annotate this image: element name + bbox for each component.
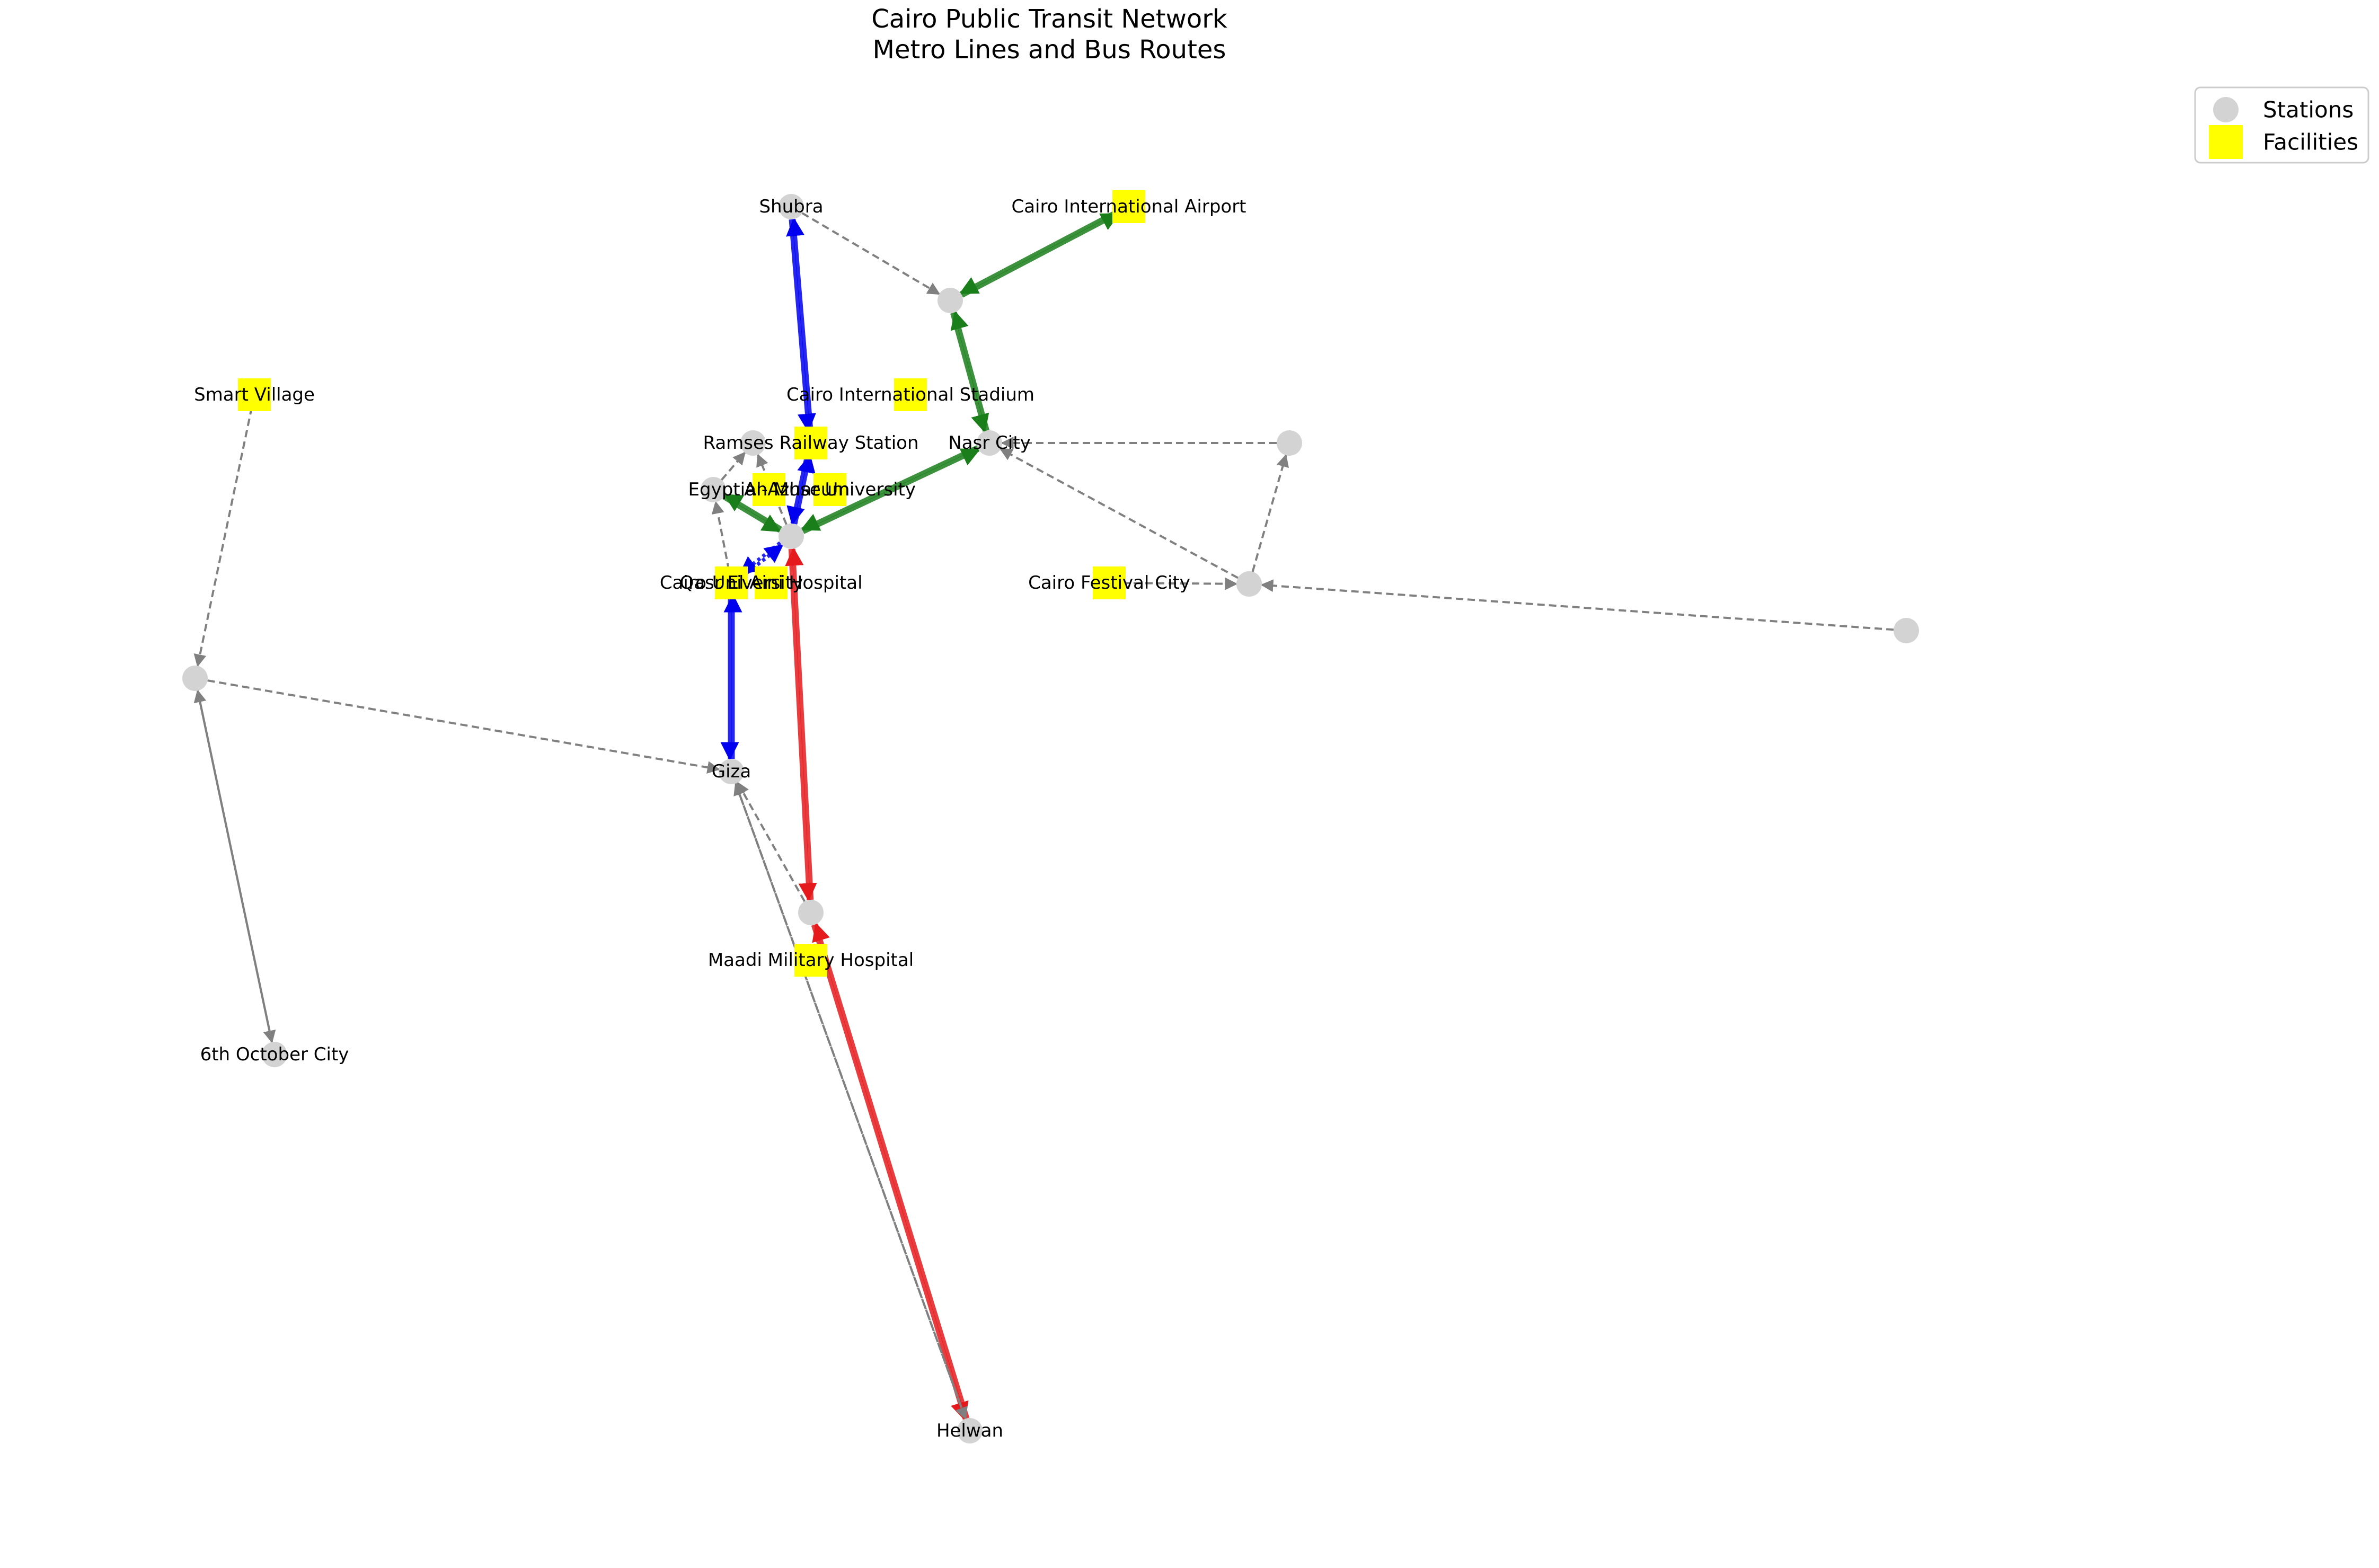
node-label-airport: Cairo International Airport [1011, 196, 1246, 217]
node-label-stadium: Cairo International Stadium [786, 384, 1034, 405]
station-node-n-far-east [1894, 618, 1919, 643]
node-label-qasr-el-aini: Qasr El Aini Hospital [679, 572, 862, 593]
facility-node-festival-city [1093, 566, 1126, 599]
station-node-n-east [1277, 430, 1302, 456]
station-node-n-shubra-east [938, 288, 963, 313]
edge-bus-shubra-to-n-shubra-east [801, 212, 941, 295]
edge-bus-cairo-university-to-egypt-node [711, 501, 730, 571]
edge-metro-line-3-egypt-node-to-center [722, 495, 781, 533]
node-label-cairo-university: Cairo University [660, 572, 803, 593]
edge-metro-line-1-helwan-to-maadi-node [812, 922, 970, 1419]
edge-metro-line-1-center-to-maadi-node [788, 548, 817, 902]
edge-metro-line-2-ramses-to-shubra [786, 217, 813, 431]
edge-metro-line-1-maadi-node-to-center [785, 547, 814, 900]
edge-bus-giza-to-helwan [735, 783, 968, 1420]
station-node-nasr-city [977, 430, 1002, 456]
diagram-title-line-1: Cairo Public Transit Network [871, 4, 1227, 34]
facility-node-maadi-hospital [794, 944, 827, 977]
edge-bus-egypt-node-to-ramses-node [721, 451, 746, 481]
legend-facilities-label: Facilities [2263, 129, 2358, 155]
labels-layer: Shubra Cairo International Airport Smart V… [194, 196, 1246, 1441]
facility-node-airport [1112, 190, 1145, 223]
station-node-october [262, 1042, 287, 1067]
node-label-festival-city: Cairo Festival City [1028, 572, 1190, 593]
node-label-al-azhar: Al-Azhar University [744, 479, 916, 500]
edge-metro-line-3-nasr-city-to-center [800, 445, 978, 531]
edge-metro-line-3-airport-to-n-shubra-east [959, 209, 1118, 295]
facility-node-ramses [794, 427, 827, 459]
edge-bus-n-west-to-giza [207, 679, 720, 774]
edge-bus-n-festival-to-n-east [1251, 454, 1289, 572]
node-label-maadi-hospital: Maadi Military Hospital [708, 950, 914, 971]
edge-metro-line-2-shubra-to-ramses [789, 219, 816, 432]
edge-metro-line-3-n-shubra-east-to-airport [961, 212, 1120, 298]
edge-metro-line-3-nasr-city-to-n-shubra-east [950, 310, 989, 431]
edges-layer [193, 209, 1894, 1421]
edge-bus-helwan-to-giza [733, 782, 967, 1420]
edge-bus-n-far-east-to-n-festival [1260, 579, 1894, 631]
diagram-title-line-2: Metro Lines and Bus Routes [873, 35, 1226, 65]
node-label-ramses: Ramses Railway Station [703, 432, 918, 454]
facility-node-cairo-university [715, 566, 748, 599]
station-node-egypt-node [701, 477, 726, 502]
edge-metro-line-3-n-shubra-east-to-nasr-city [950, 313, 989, 433]
station-node-maadi-node [798, 900, 824, 925]
station-node-n-festival [1236, 571, 1262, 597]
edge-metro-line-2-center-to-ramses [793, 454, 816, 525]
node-label-october: 6th October City [200, 1044, 349, 1065]
facility-node-egyptian-museum [753, 473, 785, 506]
node-label-giza: Giza [712, 761, 751, 782]
node-label-egyptian-museum: Egyptian Museum [688, 479, 850, 500]
nodes-layer [182, 190, 1919, 1443]
edge-metro-line-3-center-to-nasr-city [802, 448, 980, 534]
node-label-nasr-city: Nasr City [948, 432, 1030, 454]
node-label-helwan: Helwan [936, 1420, 1003, 1441]
legend-facility-marker [2209, 125, 2243, 159]
node-label-smart-village: Smart Village [194, 384, 315, 405]
legend-stations-label: Stations [2263, 97, 2354, 123]
station-node-helwan [957, 1418, 983, 1443]
edge-bus-october-to-n-west [193, 689, 273, 1042]
edge-metro-line-2-cairo-university-to-center [741, 544, 784, 578]
edge-bus-n-festival-to-nasr-city [999, 448, 1239, 579]
edge-bus-smart-village-to-n-west [193, 407, 253, 667]
facility-node-al-azhar [813, 473, 846, 506]
legend: Stations Facilities [2194, 86, 2369, 164]
station-node-n-west [182, 666, 208, 691]
node-label-shubra: Shubra [759, 196, 823, 217]
facility-node-smart-village [238, 378, 271, 411]
station-node-center [779, 524, 804, 549]
station-node-ramses-node [740, 430, 766, 456]
facility-node-stadium [894, 378, 927, 411]
legend-station-marker [2213, 97, 2239, 122]
station-node-shubra [779, 194, 804, 219]
facility-node-qasr-el-aini [755, 566, 788, 599]
edge-bus-festival-city-to-n-festival [1121, 577, 1238, 590]
station-node-giza [719, 759, 744, 784]
edge-metro-line-1-maadi-node-to-helwan [811, 924, 969, 1421]
